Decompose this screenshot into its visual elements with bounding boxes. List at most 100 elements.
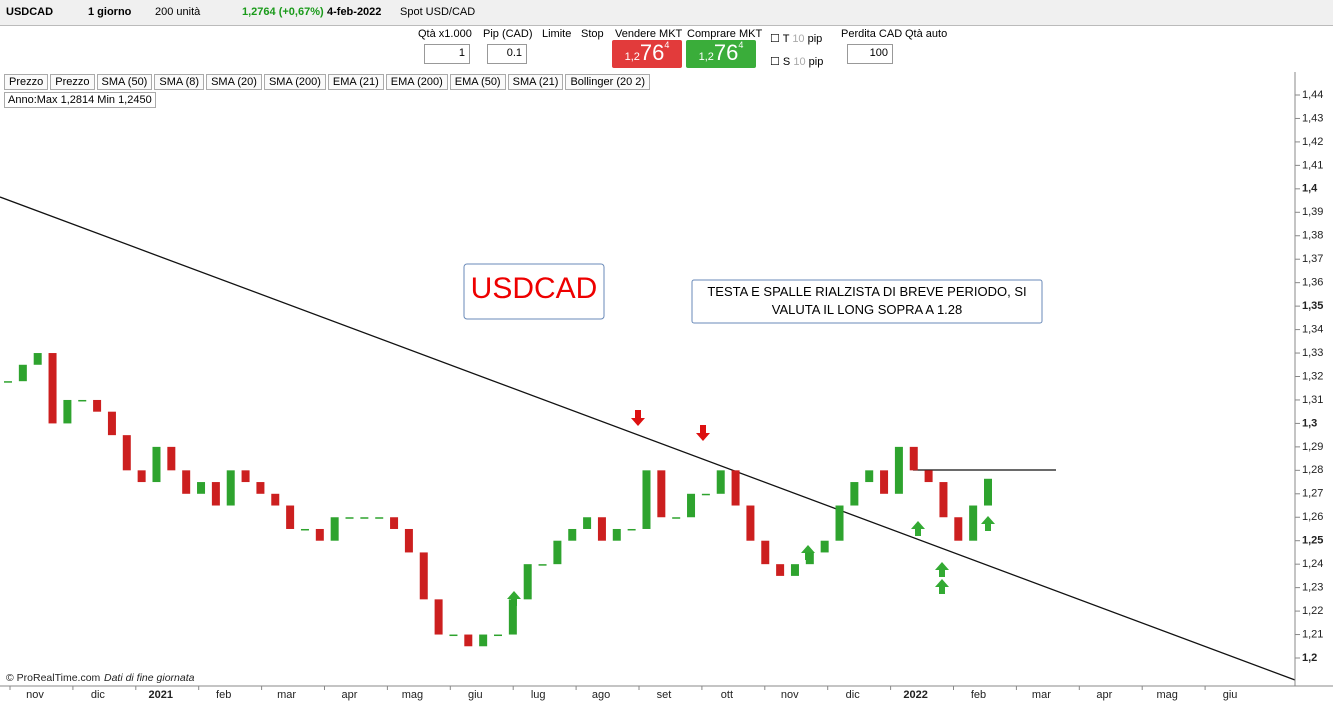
candle [969,505,978,541]
indicator[interactable]: Bollinger (20 2) [565,74,651,90]
y-tick-label: 1,42 [1302,136,1323,148]
buy-big: 1,2 [698,51,714,63]
top-bar [0,0,1333,26]
x-tick-label: lug [531,689,546,701]
auto-label[interactable]: Qtà auto [905,28,948,40]
candle [256,482,265,494]
indicator[interactable]: SMA (200) [263,74,326,90]
candle [835,505,844,541]
x-tick-label: feb [971,689,986,701]
y-tick-label: 1,35 [1302,300,1323,312]
x-tick-label: 2021 [149,689,173,701]
candle [107,411,116,436]
units[interactable]: 200 unità [155,6,201,18]
candle [48,353,57,424]
candle [345,517,354,519]
y-tick-label: 1,4 [1302,183,1318,195]
candle [197,482,206,494]
candle [553,540,562,565]
x-tick-label: dic [91,689,106,701]
y-tick-label: 1,27 [1302,488,1323,500]
candle [330,517,339,541]
y-tick-label: 1,3 [1302,417,1317,429]
pip-label: Pip (CAD) [483,28,533,40]
t: T [782,33,790,45]
candle [894,446,903,494]
x-tick-label: nov [26,689,44,701]
chart-title: USDCAD [471,272,598,305]
y-tick-label: 1,2 [1302,652,1317,664]
candle [850,482,859,506]
x-tick-label: apr [342,689,358,701]
s-option[interactable]: ☐ S 10 pip [770,56,824,68]
x-tick-label: mar [1032,689,1051,701]
y-tick-label: 1,37 [1302,253,1323,265]
y-tick-label: 1,23 [1302,582,1323,594]
annotation-box [691,279,1043,324]
sell-button[interactable]: 1,2764 [612,40,682,68]
candle [211,482,220,506]
data-note: Dati di fine giornata [104,672,195,684]
x-tick-label: nov [781,689,799,701]
buy-label: Comprare MKT [687,28,763,40]
candle [612,528,621,541]
candle [33,353,42,365]
indicator[interactable]: Prezzo [50,74,95,90]
qty-label: Qtà x1.000 [418,28,472,40]
candle [241,470,250,483]
candle [523,564,532,600]
x-tick-label: mag [402,689,423,701]
candle [597,517,606,541]
candle [93,399,102,412]
y-tick-label: 1,29 [1302,441,1323,453]
candle [419,552,428,600]
candle [315,528,324,541]
y-tick-label: 1,25 [1302,535,1323,547]
indicator[interactable]: EMA (200) [385,74,448,90]
period[interactable]: 1 giorno [88,6,132,18]
indicator[interactable]: SMA (21) [507,74,564,90]
y-tick-label: 1,28 [1302,464,1323,476]
candle [687,493,696,518]
y-tick-label: 1,26 [1302,511,1323,523]
candle [761,540,770,565]
t-option[interactable]: ☐ T 10 pip [770,33,823,45]
indicator[interactable]: EMA (50) [449,74,506,90]
candle [716,470,725,494]
pip-input[interactable]: 0.1 [487,44,527,64]
candle [449,634,458,637]
candle [984,478,992,506]
candle [924,470,933,483]
candle [390,517,399,529]
candle [182,470,191,494]
candle [137,470,146,483]
date: 4-feb-2022 [327,6,382,18]
qty-input[interactable]: 1 [424,44,470,64]
indicator-bar: Prezzo Prezzo SMA (50) SMA (8) SMA (20) SMA (… [4,74,652,90]
limit-label[interactable]: Limite [542,28,572,40]
copyright: © ProRealTime.com [6,672,101,684]
candle [731,470,740,506]
candle [939,482,948,518]
candle [701,493,710,496]
indicator[interactable]: SMA (8) [154,74,205,90]
annotation: TESTA E SPALLE RIALZISTA DI BREVE PERIOD… [707,284,1027,317]
buy-button[interactable]: 1,2764 [686,40,756,68]
symbol[interactable]: USDCAD [6,6,54,18]
indicator[interactable]: SMA (20) [206,74,262,90]
stop-label[interactable]: Stop [581,28,604,40]
x-tick-label: ago [592,689,610,701]
sell-big: 1,2 [624,51,640,63]
indicator[interactable]: SMA (50) [96,74,153,90]
candle [790,564,799,576]
loss-input[interactable]: 100 [847,44,893,64]
x-tick-label: giu [468,689,483,701]
indicator[interactable]: EMA (21) [327,74,384,90]
candle [583,517,592,529]
sell-sup: 4 [664,40,670,50]
candle [805,552,814,565]
indicator[interactable]: Prezzo [4,74,49,90]
sell-main: 76 [639,40,665,65]
